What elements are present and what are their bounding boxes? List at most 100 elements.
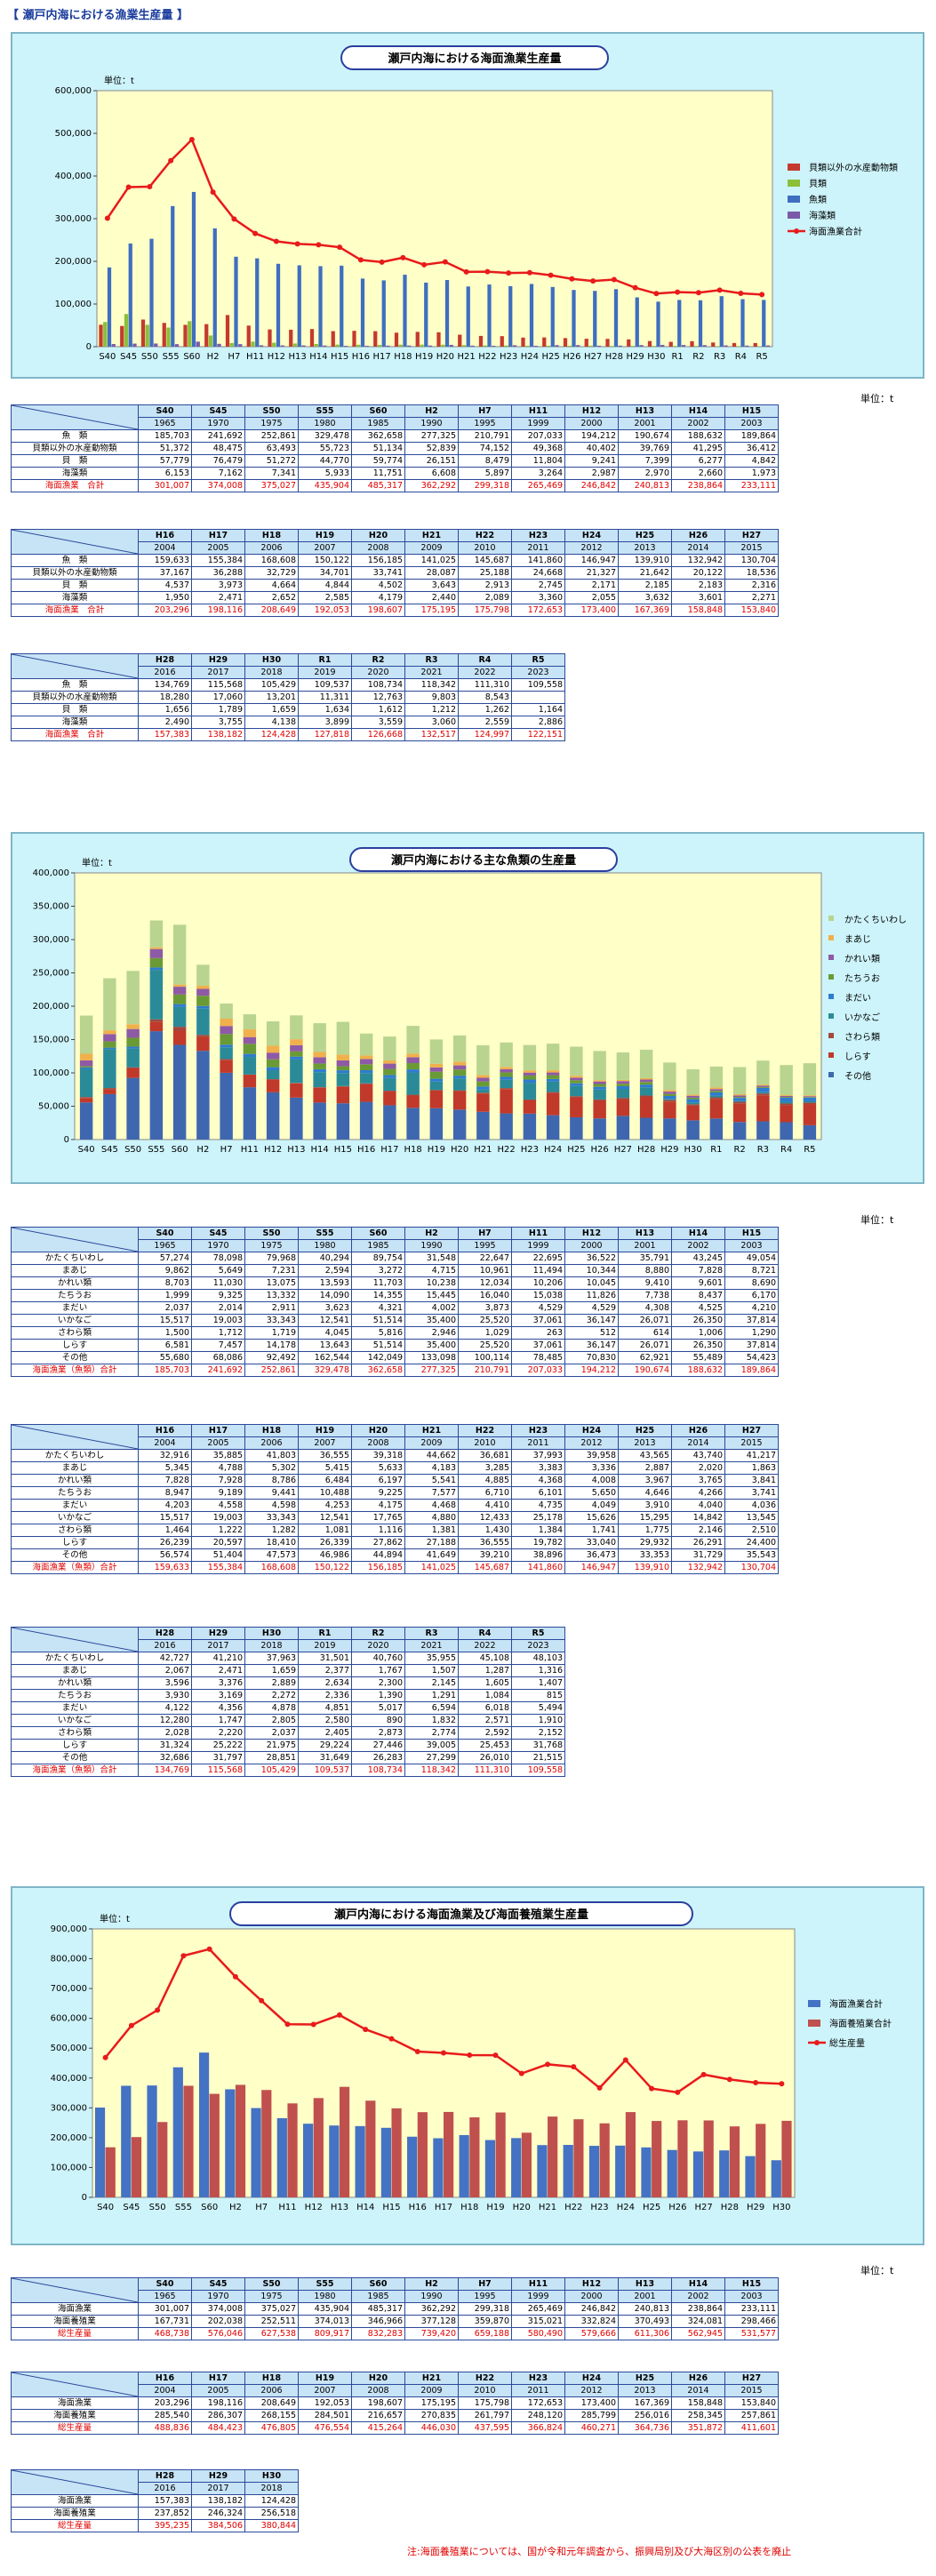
table-cell: 198,607: [351, 604, 405, 617]
bar: [339, 2086, 350, 2197]
table-cell: 2,490: [138, 716, 192, 729]
bar: [132, 343, 137, 347]
chart2-panel: 瀬戸内海における主な魚類の生産量 単位：t 0 50,000 100,000 150,00…: [11, 832, 924, 1184]
table-cell: 18,280: [138, 691, 192, 704]
table-cell: 2,037: [138, 1301, 192, 1315]
year-era: H23: [511, 529, 565, 542]
bar: [613, 289, 619, 347]
table-cell: 33,343: [244, 1511, 299, 1524]
bar-8: [593, 1051, 606, 1081]
table-cell: 2,970: [618, 467, 672, 480]
total-point: [518, 2070, 524, 2076]
row-label: しらす: [11, 1339, 139, 1352]
bar: [381, 280, 386, 347]
year-era: S50: [244, 2277, 299, 2291]
year-ad: 2004: [138, 541, 192, 555]
bar-1: [452, 1091, 467, 1110]
x-tick-label: H29: [660, 1145, 678, 1155]
table-cell: 13,643: [298, 1339, 352, 1352]
bar: [599, 2123, 610, 2197]
bar-8: [383, 1036, 396, 1060]
bar: [198, 2052, 210, 2197]
year-ad: 2022: [458, 666, 512, 679]
row-label: かたくちいわし: [11, 1252, 139, 1265]
table-cell: 8,880: [618, 1264, 672, 1277]
total-point: [102, 2054, 108, 2060]
table-cell: 17,060: [191, 691, 245, 704]
row-label: その他: [11, 1751, 139, 1764]
bar-6: [149, 948, 164, 958]
table-cell: 2,183: [671, 579, 725, 592]
table-cell: 19,003: [191, 1314, 245, 1327]
bar-3: [220, 1047, 233, 1060]
year-era: R2: [351, 653, 405, 667]
table3-part1: S40 S45 S50 S55 S60 H2 H7 H11 H12 H13 H14 H15 1965 19…: [11, 2277, 779, 2340]
bar-5: [290, 1051, 303, 1057]
bar: [677, 2120, 688, 2197]
table-cell: 2,580: [298, 1714, 352, 1727]
table-cell: 9,225: [351, 1486, 405, 1500]
table-cell: 11,030: [191, 1276, 245, 1290]
bar-1: [406, 1095, 420, 1108]
table-cell: 809,917: [298, 2327, 352, 2340]
bar: [692, 2151, 704, 2197]
bar: [364, 346, 369, 347]
year-era: H26: [671, 529, 725, 542]
bar: [103, 322, 108, 347]
table-cell: 3,910: [618, 1499, 672, 1512]
table-cell: 3,336: [564, 1461, 619, 1475]
table-cell: 3,383: [511, 1461, 565, 1475]
bar-0: [336, 1103, 350, 1140]
bar-8: [756, 1060, 770, 1085]
row-label: 総生産量: [11, 2519, 139, 2532]
year-era: H27: [724, 529, 779, 542]
x-tick-label: H14: [356, 2203, 374, 2212]
table-cell: 1,287: [458, 1664, 512, 1677]
table-cell: 4,049: [564, 1499, 619, 1512]
table-cell: 12,541: [298, 1511, 352, 1524]
y-tick-label: 0: [64, 1135, 69, 1145]
bar-8: [709, 1066, 724, 1088]
year-ad: 2007: [298, 2384, 352, 2397]
bar-6: [266, 1052, 280, 1060]
table-cell: 1,212: [404, 703, 459, 716]
year-ad: 2023: [511, 1639, 565, 1652]
bar-6: [196, 988, 210, 996]
chart2-svg: 瀬戸内海における主な魚類の生産量単位：t050,000100,000150,00…: [33, 847, 907, 1155]
x-tick-label: S60: [183, 352, 200, 362]
bar-1: [243, 1075, 257, 1088]
year-era: S60: [351, 2277, 405, 2291]
bar-3: [336, 1073, 350, 1086]
table-cell: 138,182: [191, 728, 245, 741]
year-era: H19: [298, 2372, 352, 2385]
x-tick-label: H27: [584, 352, 602, 362]
total-point: [700, 2071, 707, 2077]
table-cell: 3,264: [511, 467, 565, 480]
table-cell: 1,384: [511, 1524, 565, 1537]
table-cell: 6,608: [404, 467, 459, 480]
table-cell: 68,086: [191, 1351, 245, 1364]
year-era: S45: [191, 2277, 245, 2291]
y-tick-label: 50,000: [38, 1102, 69, 1112]
table-cell: 315,021: [511, 2315, 565, 2328]
x-tick-label: R1: [710, 1145, 722, 1155]
table-cell: 25,188: [458, 566, 512, 580]
bar-2: [149, 1019, 164, 1022]
table-cell: 159,633: [138, 554, 192, 567]
bar-3: [313, 1072, 326, 1088]
bar: [424, 282, 428, 347]
table-cell: 4,410: [458, 1499, 512, 1512]
year-era: H30: [244, 2469, 299, 2483]
table-cell: 1,084: [458, 1689, 512, 1702]
table-cell: 4,321: [351, 1301, 405, 1315]
table2-unit: 単位：t: [860, 1214, 894, 1226]
table-cell: 13,545: [724, 1511, 779, 1524]
x-tick-label: H16: [352, 352, 370, 362]
x-tick-label: H25: [542, 352, 560, 362]
row-label: いかなご: [11, 1511, 139, 1524]
bar: [762, 300, 766, 347]
table-cell: 240,813: [618, 479, 672, 492]
bar: [521, 337, 525, 347]
bar-1: [732, 1103, 747, 1123]
table-cell: 192,053: [298, 2396, 352, 2410]
